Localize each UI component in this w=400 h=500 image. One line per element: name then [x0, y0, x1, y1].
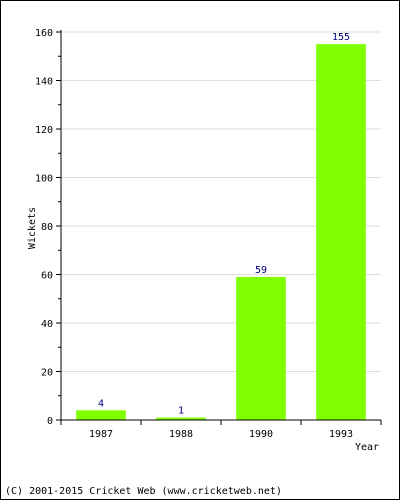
axes [56, 30, 382, 425]
data-label: 59 [255, 265, 267, 276]
bar-chart: 4 1 59 155 0 20 40 60 80 100 120 140 160 1987 1988 199… [27, 28, 382, 453]
tick-labels: 0 20 40 60 80 100 120 140 160 1987 1988 1990 1993 [35, 28, 353, 440]
grid-lines [61, 31, 381, 372]
bar-1993 [316, 44, 366, 420]
data-label: 155 [332, 32, 350, 43]
data-label: 1 [178, 406, 184, 417]
bar-1987 [76, 410, 126, 420]
y-tick-label: 120 [35, 125, 53, 136]
data-label: 4 [98, 398, 104, 409]
y-tick-label: 20 [41, 368, 53, 379]
copyright-footer: (C) 2001-2015 Cricket Web (www.cricketwe… [5, 486, 282, 497]
y-tick-label: 0 [47, 416, 53, 427]
y-tick-label: 40 [41, 319, 53, 330]
y-tick-label: 160 [35, 28, 53, 39]
y-tick-label: 80 [41, 222, 53, 233]
y-tick-label: 140 [35, 77, 53, 88]
bar-1988 [156, 417, 206, 420]
bars: 4 1 59 155 [76, 32, 366, 420]
y-tick-label: 60 [41, 271, 53, 282]
x-tick-label: 1987 [89, 429, 113, 440]
x-tick-label: 1990 [249, 429, 273, 440]
x-tick-label: 1993 [329, 429, 353, 440]
y-tick-label: 100 [35, 174, 53, 185]
x-tick-label: 1988 [169, 429, 193, 440]
bar-1990 [236, 276, 286, 420]
x-axis-title: Year [355, 442, 379, 453]
y-axis-title: Wickets [27, 207, 38, 249]
